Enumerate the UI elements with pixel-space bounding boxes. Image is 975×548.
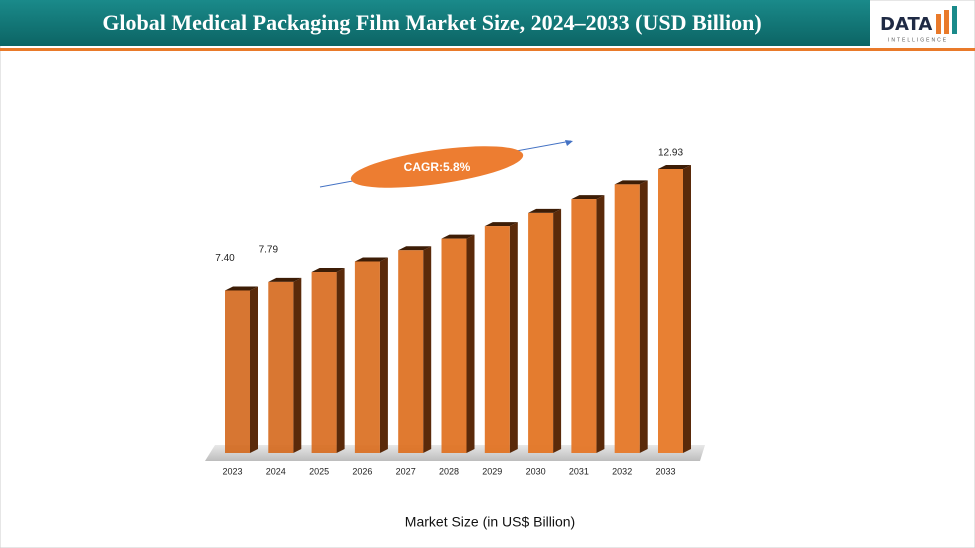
cagr-ellipse xyxy=(350,146,524,188)
x-tick-label: 2032 xyxy=(612,466,632,476)
bar-top xyxy=(484,222,518,227)
bar-top xyxy=(225,286,258,291)
x-tick-label: 2028 xyxy=(439,466,459,476)
bar-shade xyxy=(658,169,683,453)
bar-shade xyxy=(528,212,554,453)
bar-shade xyxy=(398,250,424,453)
x-tick-label: 2031 xyxy=(569,466,589,476)
x-tick-label: 2023 xyxy=(222,466,242,476)
chart-title: Global Medical Packaging Film Market Siz… xyxy=(102,10,761,35)
arrow-head xyxy=(565,140,573,146)
logo-bar xyxy=(944,10,949,34)
bar-side xyxy=(250,286,258,453)
bar-side xyxy=(596,195,605,454)
x-axis-title: Market Size (in US$ Billion) xyxy=(405,514,575,530)
value-label: 7.79 xyxy=(259,245,279,256)
bar-top xyxy=(528,208,562,213)
bar-side xyxy=(379,257,388,453)
bar-shade xyxy=(614,184,640,453)
x-tick-label: 2025 xyxy=(309,466,329,476)
value-label: 12.93 xyxy=(658,148,683,159)
bar-shade xyxy=(225,290,250,453)
bar-top xyxy=(658,165,691,169)
value-label: 7.40 xyxy=(215,253,235,264)
bar-top xyxy=(614,180,648,185)
bar xyxy=(354,261,380,453)
bar-shade xyxy=(311,272,337,453)
logo-bar xyxy=(936,14,941,34)
bar xyxy=(571,199,597,453)
bar xyxy=(614,184,640,453)
bar-side xyxy=(336,268,345,453)
bar-shade xyxy=(354,261,380,453)
bar xyxy=(398,250,424,453)
bar-side xyxy=(423,246,432,453)
bar-top xyxy=(311,268,345,273)
bar-top xyxy=(268,277,302,282)
bar xyxy=(528,212,554,453)
logo-bar xyxy=(952,6,957,34)
bar-shade xyxy=(268,281,294,453)
bar xyxy=(311,272,337,453)
header-rule xyxy=(0,48,975,51)
bar xyxy=(658,169,683,453)
bar-side xyxy=(293,277,302,453)
x-tick-label: 2024 xyxy=(266,466,286,476)
header-bar xyxy=(0,0,870,46)
bar xyxy=(441,238,467,453)
x-tick-label: 2027 xyxy=(396,466,416,476)
x-tick-label: 2026 xyxy=(352,466,372,476)
bar-side xyxy=(639,180,648,453)
cagr-label: CAGR:5.8% xyxy=(404,160,471,174)
bar-shade xyxy=(484,226,510,453)
logo-name: DATA xyxy=(880,14,932,35)
bar xyxy=(225,290,250,453)
bar-shade xyxy=(571,199,597,453)
bar-side xyxy=(683,165,691,453)
bar xyxy=(268,281,294,453)
bar-top xyxy=(398,246,432,251)
x-tick-label: 2033 xyxy=(655,466,675,476)
x-tick-label: 2030 xyxy=(526,466,546,476)
logo-tagline: INTELLIGENCE xyxy=(888,37,948,43)
bar xyxy=(484,226,510,453)
bar-side xyxy=(509,222,518,453)
bar-top xyxy=(354,257,388,262)
bar-top xyxy=(441,234,475,239)
bar-side xyxy=(466,234,475,453)
bar-side xyxy=(553,208,562,453)
x-tick-label: 2029 xyxy=(482,466,502,476)
bar-top xyxy=(571,195,605,200)
